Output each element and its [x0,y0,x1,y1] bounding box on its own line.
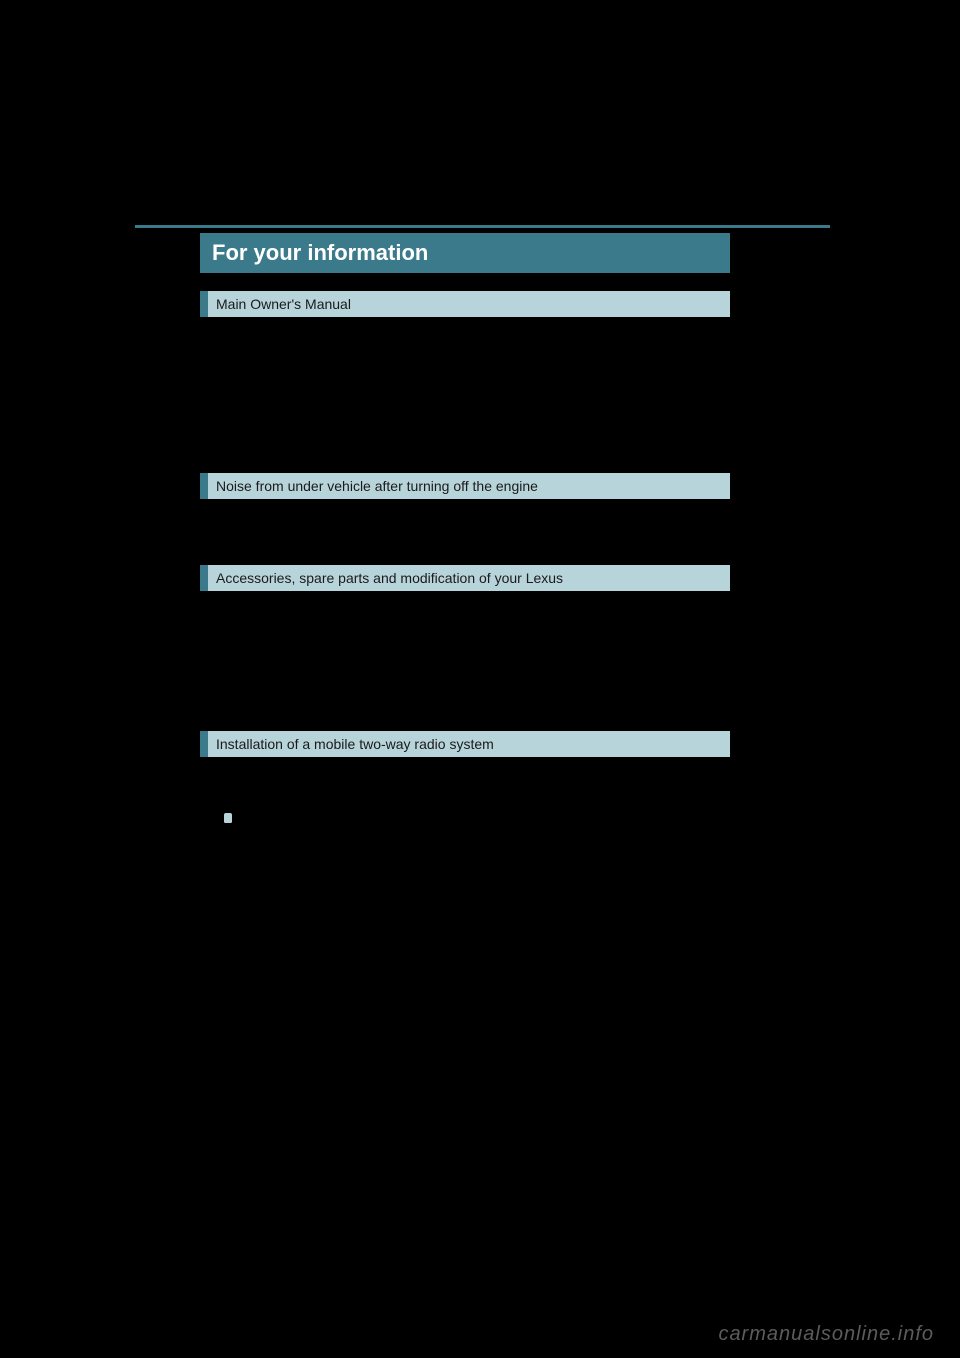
section-heading-text: Installation of a mobile two-way radio s… [216,736,494,752]
section-heading-accessories: Accessories, spare parts and modificatio… [200,565,730,591]
bullet-list [224,810,238,812]
top-rule [135,225,830,228]
page-container: For your information Main Owner's Manual… [0,0,960,1358]
section-heading-main-owners-manual: Main Owner's Manual [200,291,730,317]
section-heading-text: Noise from under vehicle after turning o… [216,478,538,494]
main-heading-text: For your information [212,240,428,266]
main-heading: For your information [200,233,730,273]
section-heading-text: Main Owner's Manual [216,296,351,312]
section-heading-installation: Installation of a mobile two-way radio s… [200,731,730,757]
watermark: carmanualsonline.info [718,1323,934,1346]
section-heading-noise: Noise from under vehicle after turning o… [200,473,730,499]
section-heading-text: Accessories, spare parts and modificatio… [216,570,563,586]
